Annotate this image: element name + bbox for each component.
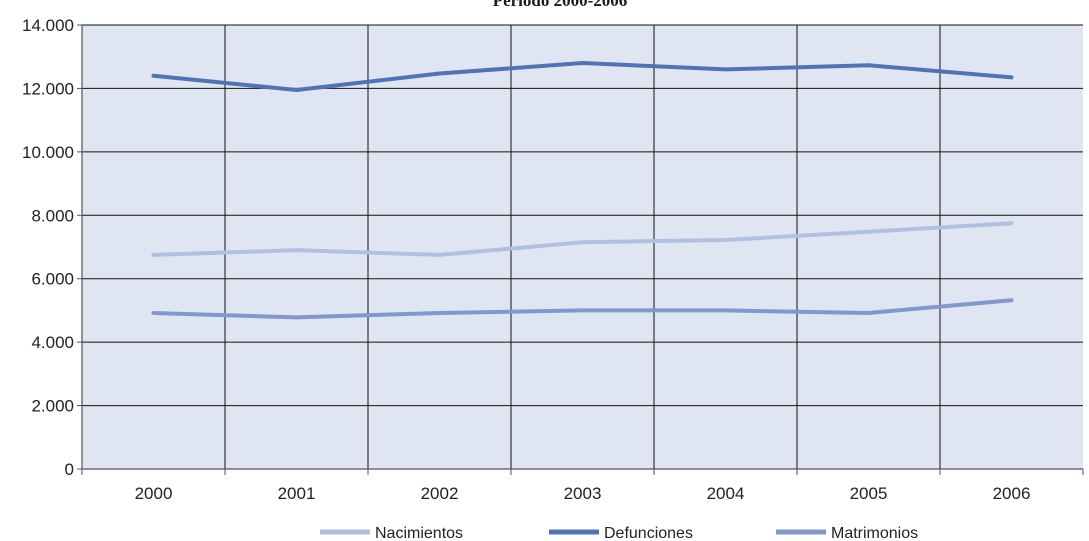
plot-area: [82, 25, 1083, 469]
legend: Nacimientos Defunciones Matrimonios: [320, 525, 918, 541]
x-tick-label: 2003: [564, 484, 602, 503]
y-tick-label: 4.000: [31, 333, 74, 352]
y-axis-ticks: 0 2.000 4.000 6.000 8.000 10.000 12.000 14.000: [22, 16, 82, 479]
x-tick-label: 2001: [278, 484, 316, 503]
y-tick-label: 6.000: [31, 270, 74, 289]
x-tick-label: 2000: [135, 484, 173, 503]
legend-label: Matrimonios: [831, 525, 918, 541]
axes: [81, 25, 1084, 475]
series-line-matrimonios: [151, 298, 1014, 320]
y-tick-label: 14.000: [22, 16, 74, 35]
x-tick-label: 2005: [850, 484, 888, 503]
legend-label: Nacimientos: [375, 525, 463, 541]
legend-item-matrimonios: Matrimonios: [776, 525, 918, 541]
legend-item-defunciones: Defunciones: [549, 525, 693, 541]
x-tick-label: 2002: [421, 484, 459, 503]
series-line-nacimientos: [151, 221, 1014, 257]
series-line-defunciones: [151, 61, 1014, 93]
x-axis-ticks: 2000 2001 2002 2003 2004 2005 2006: [135, 484, 1031, 503]
gridlines: [82, 24, 1083, 469]
x-tick-label: 2004: [707, 484, 745, 503]
y-tick-label: 12.000: [22, 79, 74, 98]
series-lines: [151, 61, 1014, 320]
y-tick-label: 8.000: [31, 206, 74, 225]
y-tick-label: 0: [65, 460, 74, 479]
y-tick-label: 10.000: [22, 143, 74, 162]
chart-title: Periodo 2000-2006: [493, 0, 628, 10]
legend-label: Defunciones: [604, 525, 693, 541]
legend-item-nacimientos: Nacimientos: [320, 525, 463, 541]
y-tick-label: 2.000: [31, 397, 74, 416]
x-tick-label: 2006: [993, 484, 1031, 503]
